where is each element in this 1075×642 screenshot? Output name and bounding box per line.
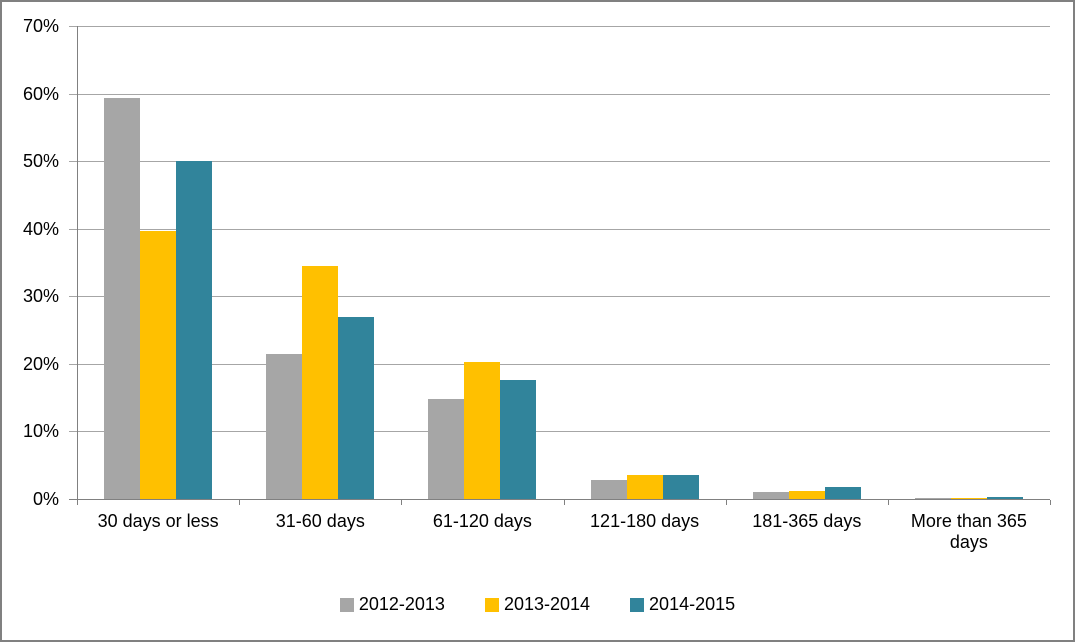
bar xyxy=(752,491,789,499)
bar xyxy=(140,230,177,499)
y-axis-tick-label: 20% xyxy=(22,354,59,374)
bar xyxy=(338,317,375,499)
x-axis-category-label: More than 365 days xyxy=(910,511,1027,552)
y-axis-tick-label: 10% xyxy=(22,421,59,441)
bar xyxy=(500,380,537,499)
x-axis-tick xyxy=(239,500,240,505)
x-axis-category-label: 61-120 days xyxy=(432,511,532,531)
y-gridline xyxy=(69,229,1050,230)
legend-item: 2014-2015 xyxy=(630,594,735,615)
bar xyxy=(590,480,627,499)
bar xyxy=(266,354,303,499)
x-axis-category-label: 121-180 days xyxy=(590,511,700,531)
y-gridline xyxy=(69,296,1050,297)
legend-item: 2012-2013 xyxy=(339,594,445,615)
bar xyxy=(662,475,699,500)
legend-swatch-icon xyxy=(630,597,645,612)
bar xyxy=(428,399,465,499)
y-axis-tick-label: 0% xyxy=(32,489,59,509)
bar xyxy=(986,497,1023,499)
bar xyxy=(950,497,987,499)
bar xyxy=(626,474,663,499)
x-axis-tick xyxy=(726,500,727,505)
bar xyxy=(464,361,501,499)
y-axis-tick-label: 30% xyxy=(22,286,59,306)
bar xyxy=(914,497,951,499)
bar xyxy=(104,98,141,499)
legend-swatch-icon xyxy=(339,597,354,612)
x-axis-tick xyxy=(1050,500,1051,505)
y-gridline xyxy=(69,94,1050,95)
bar xyxy=(176,161,213,499)
legend-label: 2013-2014 xyxy=(503,594,591,614)
x-axis-category-label: 30 days or less xyxy=(97,511,219,531)
x-axis-line xyxy=(69,499,1050,500)
y-gridline xyxy=(69,364,1050,365)
legend-item: 2013-2014 xyxy=(484,594,591,615)
y-axis-tick-label: 60% xyxy=(22,84,59,104)
y-axis-tick-label: 70% xyxy=(22,16,59,36)
x-axis-tick xyxy=(401,500,402,505)
x-axis-category-label: 31-60 days xyxy=(275,511,365,531)
legend-label: 2012-2013 xyxy=(358,594,445,614)
y-gridline xyxy=(69,26,1050,27)
bar xyxy=(788,490,825,499)
y-axis-tick-label: 50% xyxy=(22,151,59,171)
x-axis-category-label: 181-365 days xyxy=(752,511,862,531)
y-axis-line xyxy=(77,26,78,500)
x-axis-tick xyxy=(77,500,78,505)
y-axis-tick-label: 40% xyxy=(22,219,59,239)
legend: 2012-2013 2013-2014 2014-2015 xyxy=(2,594,1073,615)
x-axis-tick xyxy=(564,500,565,505)
x-axis-tick xyxy=(888,500,889,505)
y-gridline xyxy=(69,431,1050,432)
y-gridline xyxy=(69,161,1050,162)
bar xyxy=(824,486,861,499)
legend-swatch-icon xyxy=(484,597,499,612)
legend-label: 2014-2015 xyxy=(649,594,736,614)
bar xyxy=(302,265,339,499)
